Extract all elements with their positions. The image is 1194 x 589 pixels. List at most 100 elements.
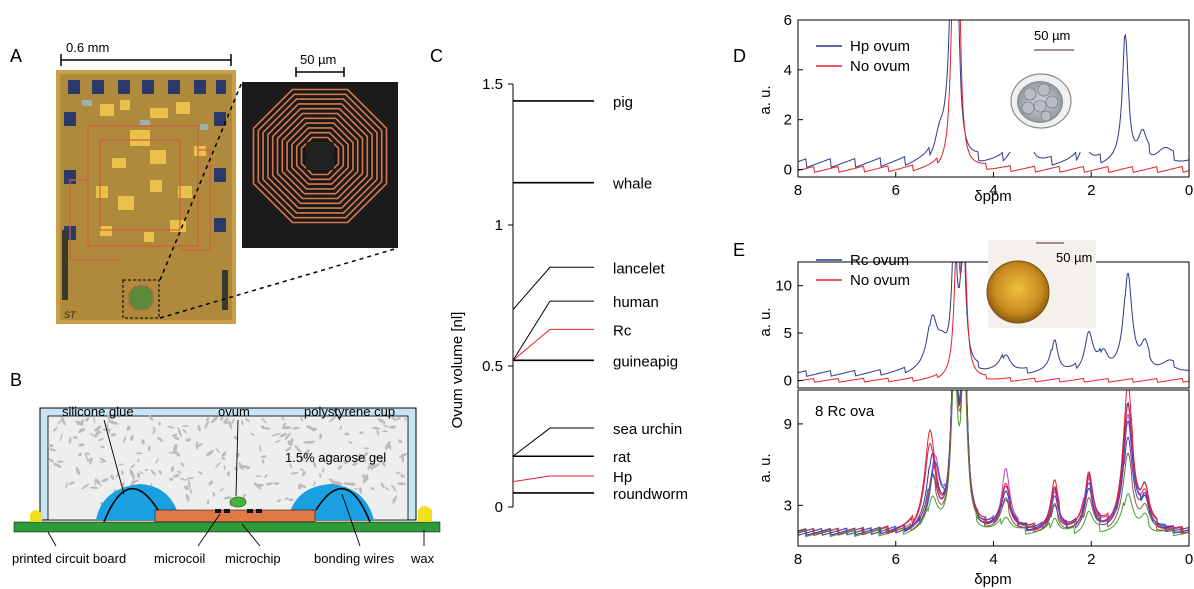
gel-fiber [215,447,220,453]
gel-fiber [173,436,180,441]
c-tick-label: 0.5 [482,358,503,375]
gel-fiber [300,416,304,422]
gel-fiber [392,495,398,504]
d-y-label: a. u. [757,85,774,114]
gel-fiber [306,452,312,456]
spectrum-line [798,20,1189,169]
panel-letter-b: B [10,370,22,390]
x-tick-label: 4 [989,551,997,568]
spectrum-line [798,262,1189,383]
gel-fiber [281,426,292,430]
gel-fiber [398,439,403,444]
gel-fiber [144,469,149,471]
panel-letter-d: D [733,46,746,66]
gel-fiber [168,451,176,454]
gel-fiber [93,414,96,424]
gel-fiber [328,478,334,482]
gel-fiber [47,444,54,448]
gel-fiber [391,416,397,422]
gel-fiber [241,419,244,426]
gel-fiber [65,482,68,489]
gel-fiber [348,441,353,444]
gel-fiber [331,481,336,485]
gel-fiber [75,466,81,476]
gel-fiber [396,482,407,486]
gel-fiber [289,463,293,469]
hp-ovum-inset [996,24,1102,152]
c-level-line [512,266,594,310]
gel-fiber [363,447,369,450]
spectrum-line [798,20,1189,173]
y-tick-label: 0 [784,372,792,389]
coil-turn [252,88,388,224]
gel-fiber [302,470,306,476]
gel-fiber [290,472,299,475]
c-tick-label: 1.5 [482,76,503,93]
gel-fiber [212,491,216,497]
gel-fiber [221,451,227,457]
gel-fiber [313,480,316,487]
c-ticks: 0 0.5 1 1.5 [482,76,513,516]
c-entries: pig whale lancelet human Rc guineapig sea urch… [512,94,688,503]
gel-fiber [135,452,143,455]
gel-fiber [261,425,265,430]
gel-fiber [226,471,231,477]
gel-fiber [231,418,235,424]
e-legend-no-ovum: No ovum [850,272,910,289]
gel-fiber [228,420,233,430]
y-tick-label: 5 [784,325,792,342]
x-tick-label: 8 [794,551,802,568]
gel-fiber [148,415,154,421]
spectrum-line [798,390,1189,538]
gel-fiber [390,484,397,493]
c-entry-label: pig [613,94,633,111]
label-polystyrene-cup: polystyrene cup [304,404,395,419]
gel-fiber [81,483,90,490]
gel-fiber [294,445,302,453]
gel-fiber [177,427,182,437]
plot-e-top: 0 5 10 [775,261,1190,389]
gel-fiber [219,487,224,492]
gel-fiber [223,417,229,424]
gel-fiber [48,458,54,463]
c-entry-label: rat [613,449,631,466]
gel-fiber [172,474,180,478]
gel-fiber [389,425,397,429]
y-tick-label: 4 [784,62,792,79]
gel-fiber [358,453,363,458]
gel-fiber [78,443,85,447]
setup-schematic [13,407,441,547]
c-tick-label: 1 [495,217,503,234]
d-x-label: δppm [974,188,1012,205]
gel-fiber [205,417,210,421]
c-level-line [512,300,594,361]
d-legend-hp-ovum: Hp ovum [850,38,910,55]
gel-fiber [233,435,238,440]
gel-fiber [106,422,109,431]
gel-fiber [136,472,141,478]
gel-fiber [68,481,75,485]
coil-turn [257,93,383,219]
gel-fiber [101,478,109,483]
gel-fiber [52,427,58,432]
coil-turn [276,112,364,200]
y-tick-label: 3 [784,497,792,514]
label-microcoil: microcoil [154,551,205,566]
label-ovum: ovum [218,404,250,419]
gel-fiber [89,457,93,465]
gel-fiber [177,470,182,474]
gel-fiber [281,416,285,421]
gel-fiber [274,440,281,443]
gel-fiber [118,463,125,466]
gel-fiber [157,436,163,442]
gel-fiber [367,465,370,471]
gel-fiber [204,420,210,430]
gel-fiber [261,459,265,464]
spectra [798,390,1189,538]
gel-fiber [158,421,161,426]
label-silicone-glue: silicone glue [62,404,134,419]
gel-fiber [211,416,218,424]
gel-fiber [155,458,159,464]
gel-fiber [384,486,390,491]
y-tick-label: 6 [784,12,792,29]
